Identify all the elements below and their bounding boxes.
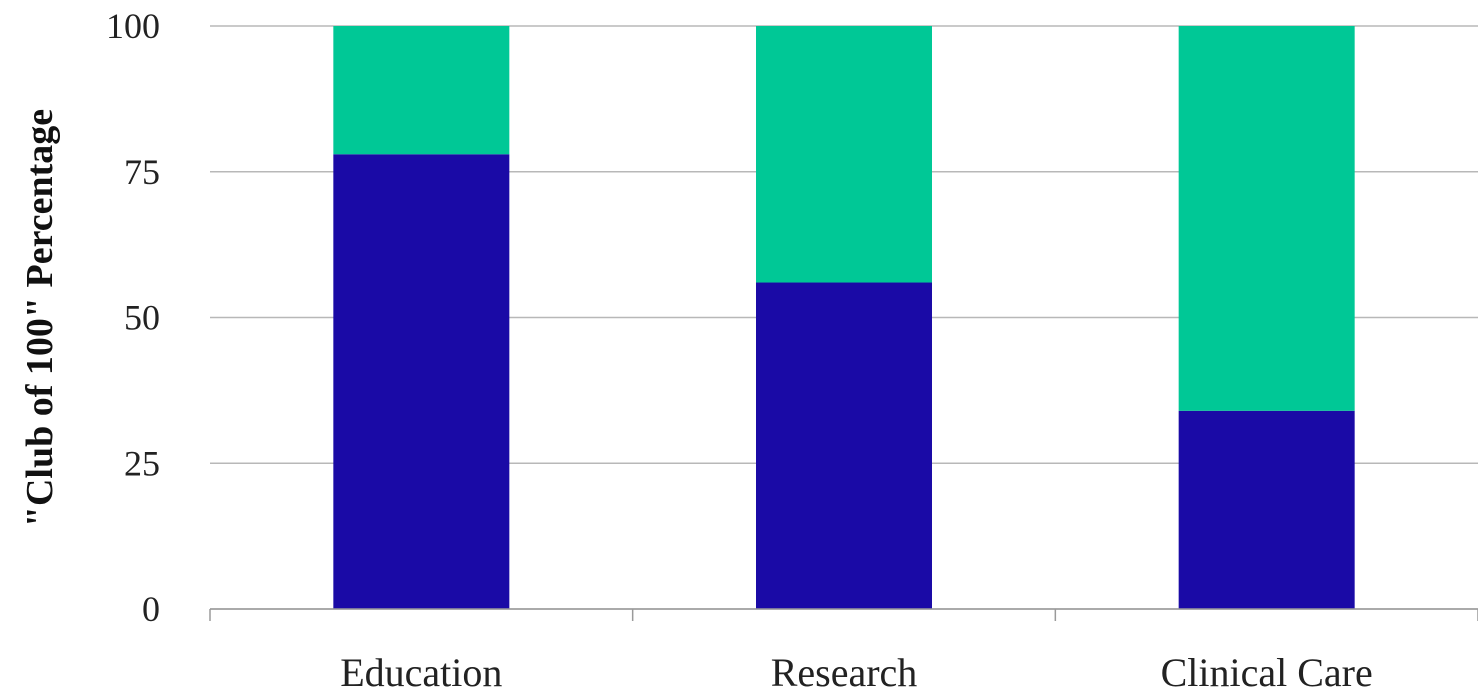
x-tick-labels: Education Research Clinical Care bbox=[340, 650, 1372, 693]
bar-research-segment-2 bbox=[756, 26, 932, 283]
bar-clinical-care-segment-2 bbox=[1178, 26, 1355, 411]
x-tick-label-research: Research bbox=[771, 650, 918, 693]
y-tick-labels: 0 25 50 75 100 bbox=[106, 6, 160, 629]
y-tick-label-100: 100 bbox=[106, 6, 160, 46]
bar-clinical-care-segment-1 bbox=[1178, 410, 1355, 609]
x-tick-label-clinical-care: Clinical Care bbox=[1161, 650, 1373, 693]
y-tick-label-75: 75 bbox=[124, 152, 160, 192]
bar-research-segment-1 bbox=[756, 282, 932, 609]
y-tick-label-25: 25 bbox=[124, 443, 160, 483]
y-tick-label-50: 50 bbox=[124, 298, 160, 338]
x-axis bbox=[209, 608, 1478, 621]
x-tick-label-education: Education bbox=[340, 650, 502, 693]
bars bbox=[333, 26, 1355, 609]
y-axis-title: "Club of 100" Percentage bbox=[19, 109, 61, 527]
y-tick-label-0: 0 bbox=[142, 589, 160, 629]
bar-education-segment-2 bbox=[333, 26, 510, 155]
bar-education-segment-1 bbox=[333, 154, 510, 609]
